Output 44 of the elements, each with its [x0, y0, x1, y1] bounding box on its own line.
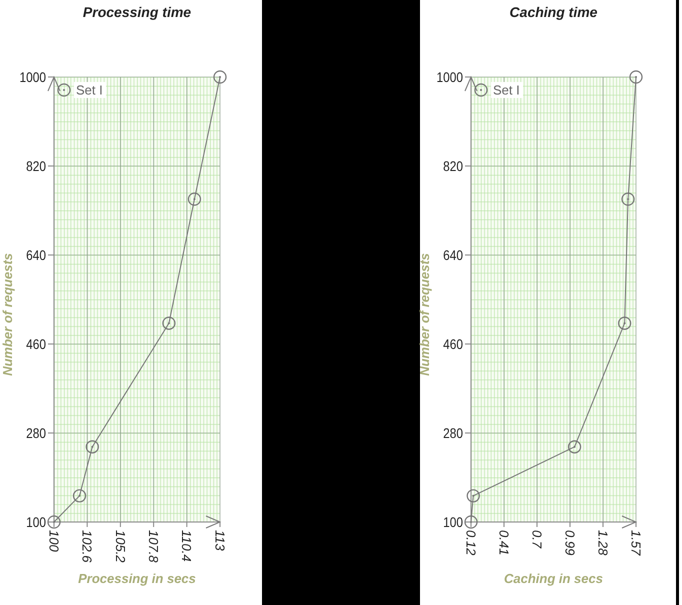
x-axis-title: Caching in secs	[504, 571, 603, 586]
point	[568, 440, 582, 454]
x-tick-label: 102.6	[80, 530, 95, 564]
y-tick-label: 1000	[436, 68, 463, 86]
y-tick-label: 460	[26, 336, 46, 352]
y-tick-label: 100	[26, 514, 46, 530]
point	[466, 489, 480, 502]
y-tick-label: 1000	[20, 68, 46, 86]
y-tick-label: 460	[443, 336, 463, 352]
x-tick-label: 0.99	[562, 530, 578, 556]
x-tick-label: 1.57	[628, 530, 644, 556]
x-tick-label: 1.28	[595, 530, 610, 556]
legend-label: Set I	[76, 82, 103, 98]
x-tick-label: 105.2	[112, 530, 128, 564]
point	[162, 316, 176, 330]
point	[464, 515, 478, 529]
y-tick-label: 100	[443, 514, 463, 530]
y-tick-label: 280	[26, 424, 46, 442]
point	[629, 70, 643, 84]
x-tick-label: 113	[212, 530, 228, 552]
point	[621, 192, 635, 206]
point	[86, 440, 99, 454]
x-tick-label: 107.8	[146, 530, 162, 564]
y-axis-title: Number of requests	[0, 253, 15, 376]
x-axis-title: Processing in secs	[78, 571, 196, 586]
x-tick-label: 0.7	[529, 530, 544, 549]
y-tick-label: 280	[443, 424, 463, 442]
point	[72, 489, 86, 502]
chart-title: Processing time	[82, 4, 192, 20]
y-tick-label: 820	[443, 158, 463, 174]
point	[618, 316, 632, 330]
legend-label: Set I	[493, 82, 520, 98]
point	[188, 192, 202, 206]
y-tick-label: 640	[443, 246, 463, 264]
chart-title: Caching time	[510, 4, 598, 20]
x-tick-label: 100	[46, 530, 62, 552]
point	[47, 515, 61, 529]
x-tick-label: 0.41	[496, 530, 512, 556]
y-axis-title: Number of requests	[417, 253, 432, 376]
x-tick-label: 0.12	[463, 530, 478, 556]
y-tick-label: 820	[26, 158, 46, 174]
point	[213, 70, 227, 84]
y-tick-label: 640	[26, 246, 46, 264]
x-tick-label: 110.4	[179, 530, 194, 562]
